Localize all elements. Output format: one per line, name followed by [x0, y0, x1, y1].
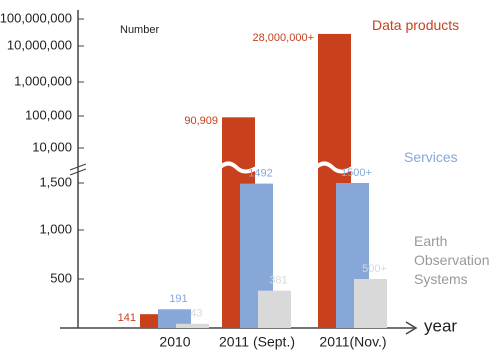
value-label: 1500+ [341, 167, 372, 179]
value-label: 90,909 [184, 115, 218, 127]
legend-label: Earth Observation Systems [414, 233, 490, 287]
y-tick-label: 10,000,000 [7, 37, 72, 52]
value-label: 43 [190, 308, 202, 320]
y-tick-label: 10,000 [32, 139, 72, 154]
value-label: 381 [269, 275, 287, 287]
x-tick-label: 2010 [159, 334, 190, 350]
bar-break [218, 161, 259, 174]
value-label: 1492 [248, 168, 272, 180]
x-tick-label: 2011(Nov.) [319, 334, 386, 350]
value-label: 500+ [362, 263, 387, 275]
value-label: 141 [118, 312, 136, 324]
y-tick-label: 1,000 [39, 221, 72, 236]
value-label: 191 [169, 293, 187, 305]
y-tick-label: 100,000 [25, 107, 72, 122]
bar [354, 279, 387, 328]
x-tick-label: 2011 (Sept.) [219, 334, 295, 350]
x-axis-label: year [424, 316, 457, 335]
bar [176, 323, 209, 328]
axis-break [69, 163, 87, 176]
legend-label: Services [404, 149, 458, 165]
bar [258, 290, 291, 328]
legend-label: Data products [372, 17, 460, 33]
y-tick-label: 1,500 [39, 174, 72, 189]
y-tick-label: 1,000,000 [14, 73, 72, 88]
bar [158, 309, 191, 328]
y-tick-label: 500 [50, 270, 72, 285]
bar-break [314, 161, 355, 174]
y-tick-label: 100,000,000 [0, 10, 72, 25]
x-axis-arrow [405, 321, 418, 335]
y-axis-label: Number [120, 24, 159, 36]
value-label: 28,000,000+ [253, 32, 314, 44]
